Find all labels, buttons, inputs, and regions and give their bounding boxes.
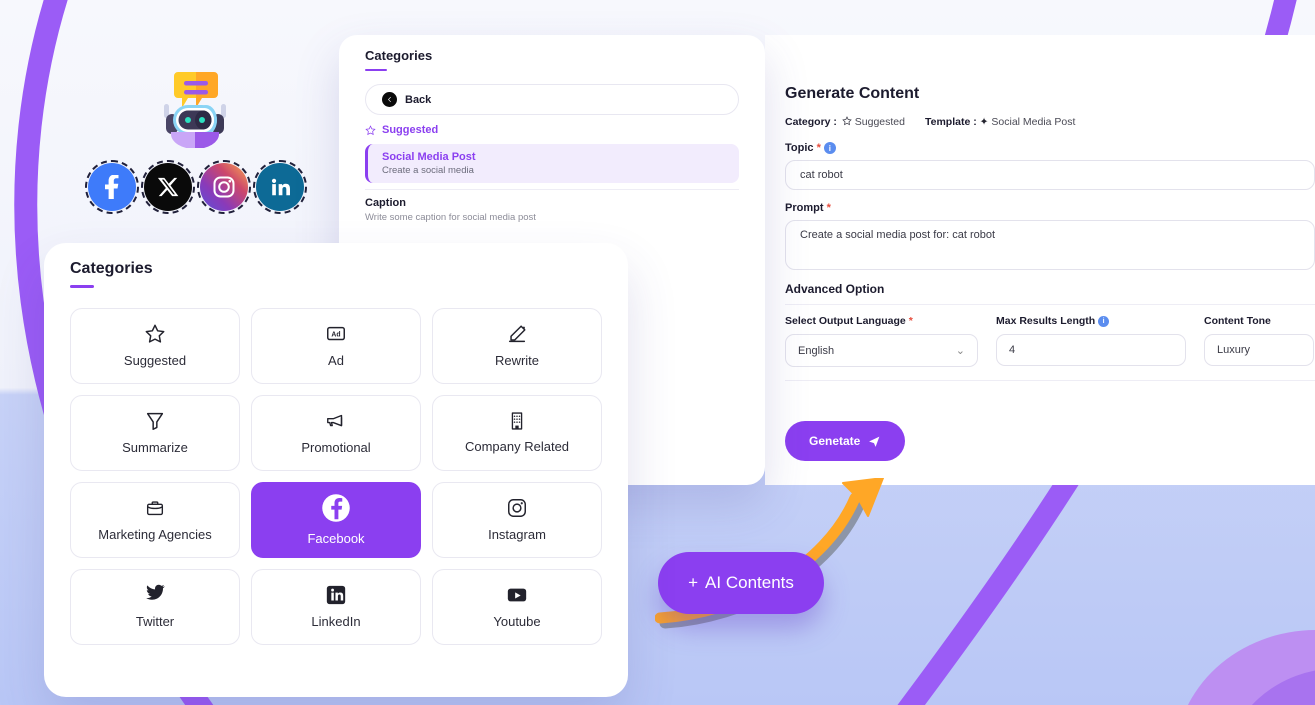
svg-text:Ad: Ad xyxy=(331,331,340,338)
